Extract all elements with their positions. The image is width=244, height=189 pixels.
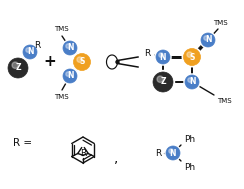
Circle shape [77,57,82,62]
Text: Z: Z [160,77,166,87]
Circle shape [157,76,163,82]
Circle shape [12,62,18,68]
Circle shape [169,149,173,153]
Text: R: R [34,40,40,50]
Circle shape [166,146,180,160]
Circle shape [62,40,78,56]
Circle shape [182,47,202,67]
Circle shape [23,45,37,59]
Circle shape [63,69,77,83]
Text: +: + [44,54,56,70]
Circle shape [7,57,30,80]
Circle shape [153,72,173,92]
Text: R: R [144,49,150,57]
Text: N: N [160,53,166,61]
Circle shape [188,78,192,82]
Text: N: N [27,47,33,57]
Text: TMS: TMS [217,98,231,104]
Circle shape [116,60,119,64]
Circle shape [155,49,171,65]
Text: Z: Z [15,64,21,73]
Circle shape [152,70,174,94]
Circle shape [62,68,78,84]
Circle shape [72,52,92,72]
Circle shape [22,44,38,60]
Text: S: S [79,57,85,67]
Circle shape [201,33,215,47]
Circle shape [204,36,208,40]
Circle shape [200,32,216,48]
Circle shape [156,50,170,64]
Circle shape [63,41,77,55]
Circle shape [183,49,201,66]
Text: TMS: TMS [54,26,68,32]
Text: S: S [189,53,195,61]
Text: ,: , [114,151,118,165]
Text: TMS: TMS [54,94,68,100]
Text: N: N [205,36,211,44]
Text: N: N [67,71,73,81]
Circle shape [26,48,30,52]
Text: TMS: TMS [213,20,227,26]
Circle shape [187,52,192,57]
Text: N: N [189,77,195,87]
Circle shape [66,44,70,48]
Circle shape [73,53,91,70]
Text: R =: R = [13,138,32,148]
Circle shape [185,75,199,89]
Text: R: R [155,149,161,157]
Circle shape [66,72,70,76]
Circle shape [8,58,28,78]
Text: N: N [67,43,73,53]
Text: R: R [80,149,86,159]
Text: N: N [170,149,176,157]
Circle shape [165,145,181,161]
Text: Ph: Ph [184,135,195,143]
Circle shape [159,53,163,57]
Circle shape [184,74,200,90]
Text: Ph: Ph [184,163,195,171]
